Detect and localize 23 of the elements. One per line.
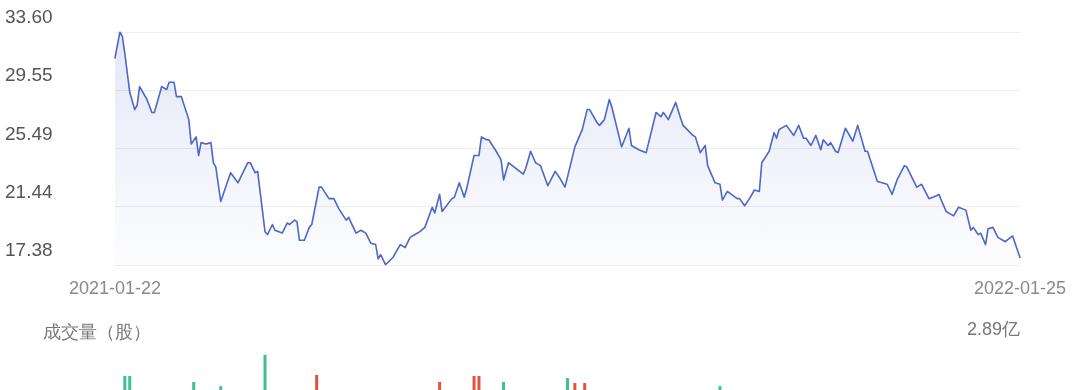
bar <box>192 381 196 390</box>
bar <box>128 376 132 390</box>
y-tick-label: 21.44 <box>5 180 53 202</box>
bar <box>718 386 722 390</box>
text: 2.89亿 <box>966 319 1021 339</box>
y-tick-label: 33.60 <box>5 6 53 27</box>
bar <box>472 376 476 390</box>
chart-title: 成交量（股） <box>43 322 151 342</box>
bar <box>566 378 569 390</box>
bar <box>573 383 577 390</box>
bar <box>477 376 481 390</box>
bar <box>123 376 127 390</box>
y-tick-label: 29.55 <box>5 64 53 86</box>
bar <box>263 355 267 390</box>
bar <box>583 383 587 390</box>
bar <box>438 381 442 390</box>
y-tick-label: 17.38 <box>5 239 53 260</box>
y-tick-label: 25.49 <box>5 122 53 144</box>
x-tick-label: 2022-01-25 <box>973 278 1067 298</box>
bar <box>315 374 319 390</box>
bar <box>219 386 223 390</box>
x-tick-label: 2021-01-22 <box>68 278 162 298</box>
bar <box>502 381 506 390</box>
